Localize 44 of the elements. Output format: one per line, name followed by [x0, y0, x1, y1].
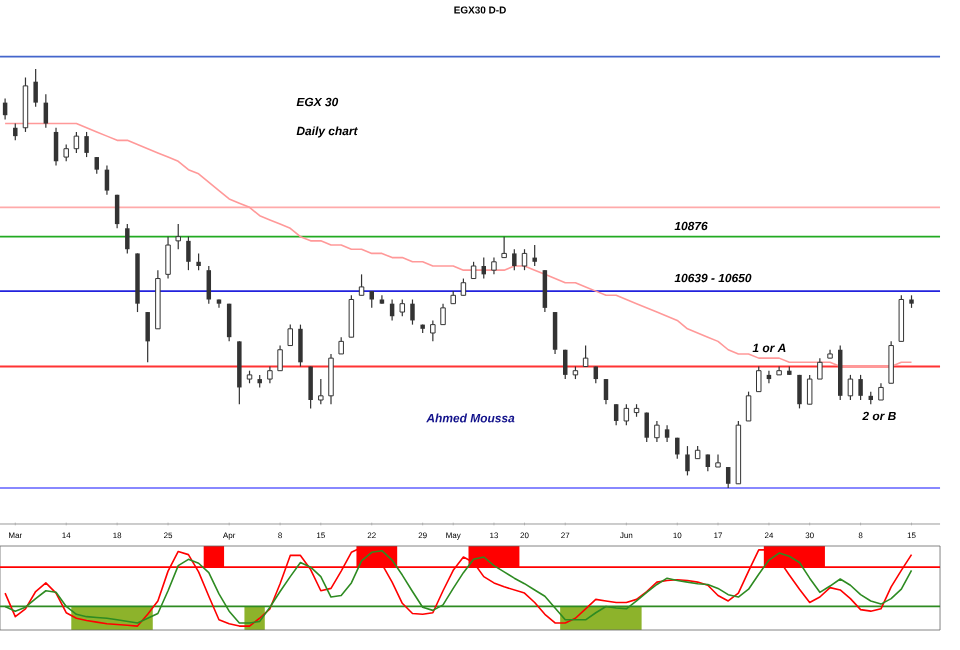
candlestick [145, 311, 150, 363]
candlestick [858, 374, 863, 401]
candlestick [410, 298, 415, 326]
candlestick [817, 357, 823, 380]
candlestick [308, 365, 313, 409]
candlestick [797, 374, 802, 409]
candlestick [33, 68, 38, 108]
candlestick [318, 378, 324, 405]
candlestick [521, 248, 528, 271]
candlestick [125, 223, 130, 255]
candlestick [22, 76, 29, 133]
candlestick [745, 391, 752, 422]
candlestick [358, 273, 365, 296]
candlestick [552, 311, 558, 355]
candlestick [328, 353, 334, 405]
candlestick [806, 374, 813, 405]
candlestick [582, 344, 589, 368]
candlestick [644, 411, 649, 443]
candlestick [898, 294, 905, 342]
candlestick [165, 236, 171, 280]
candlestick [277, 344, 283, 372]
candlestick [613, 403, 619, 426]
candlestick [623, 403, 630, 426]
candlestick [512, 248, 517, 271]
candlestick [73, 131, 80, 154]
candlestick [532, 244, 537, 267]
candlestick [287, 324, 294, 347]
candlestick [186, 236, 191, 271]
candlestick [501, 236, 507, 259]
candlestick [542, 269, 548, 313]
candlestick [715, 453, 721, 468]
candlestick [654, 420, 660, 443]
candlestick [84, 131, 89, 158]
candlestick [756, 365, 762, 393]
candlestick [237, 340, 242, 405]
candlestick [430, 319, 436, 342]
candlestick [685, 445, 690, 477]
candlestick [888, 340, 894, 384]
candlestick [847, 374, 854, 401]
candlestick [440, 303, 446, 326]
candlestick [725, 466, 731, 489]
candlestick [175, 223, 181, 250]
candlestick [298, 324, 303, 368]
candlestick [348, 294, 355, 338]
